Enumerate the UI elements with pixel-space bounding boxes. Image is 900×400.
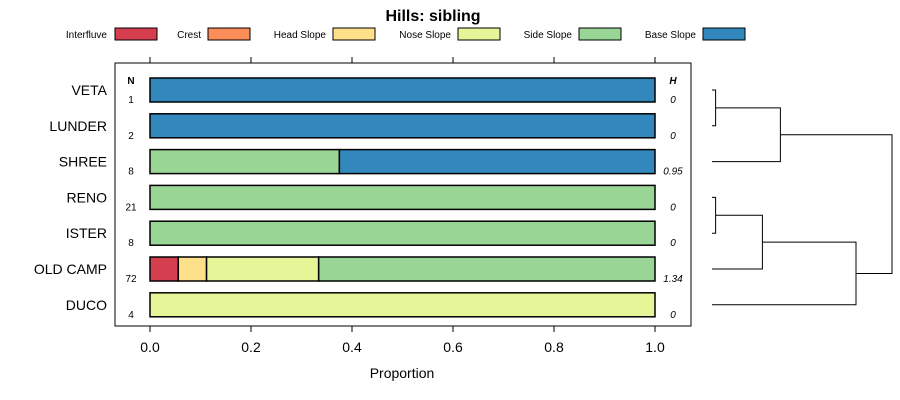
- plot-frame: [114, 62, 692, 327]
- h-value: 0: [670, 202, 676, 213]
- n-value: 4: [128, 310, 134, 321]
- legend-label-base-slope: Base Slope: [645, 30, 697, 41]
- legend-label-interfluve: Interfluve: [66, 30, 108, 41]
- dendrogram-link: [712, 241, 857, 306]
- x-tick-label: 0.2: [241, 339, 261, 355]
- row-label: LUNDER: [49, 118, 107, 134]
- h-column-header: H: [669, 76, 677, 87]
- row-label: VETA: [71, 82, 107, 98]
- h-value: 0: [670, 238, 676, 249]
- legend-swatch-interfluve: [114, 27, 158, 41]
- n-column-header: N: [127, 76, 134, 87]
- legend-swatch-head-slope: [332, 27, 376, 41]
- dendrogram-link: [712, 107, 781, 163]
- bar-segment-base-slope: [338, 148, 656, 175]
- h-value: 0: [670, 310, 676, 321]
- row-shree: SHREE 8 0.95: [59, 148, 683, 178]
- h-value: 1.34: [663, 274, 683, 285]
- dendrogram: [712, 89, 893, 306]
- n-value: 72: [125, 274, 137, 285]
- legend-swatch-nose-slope: [457, 27, 501, 41]
- n-value: 21: [125, 202, 137, 213]
- bar-segment-base-slope: [149, 113, 656, 139]
- legend-swatch-crest: [207, 27, 251, 41]
- n-value: 1: [128, 95, 134, 106]
- dendrogram-link: [712, 89, 717, 127]
- x-axis-label: Proportion: [370, 365, 435, 381]
- bar-segment-base-slope: [149, 77, 656, 103]
- row-label: RENO: [67, 189, 108, 205]
- bar-segment-nose-slope: [149, 292, 656, 318]
- bar-rows: VETA 1 0 LUNDER 2 0 SHREE 8 0.95 RENO 21 0 ISTER 8 0 OL…: [34, 77, 683, 321]
- h-value: 0.95: [663, 167, 683, 178]
- dendrogram-link: [712, 196, 717, 234]
- legend-label-crest: Crest: [177, 30, 201, 41]
- n-value: 8: [128, 238, 134, 249]
- row-reno: RENO 21 0: [67, 184, 676, 213]
- legend-label-side-slope: Side Slope: [524, 30, 573, 41]
- n-value: 2: [128, 131, 134, 142]
- row-lunder: LUNDER 2 0: [49, 113, 676, 142]
- x-tick-label: 0.8: [544, 339, 564, 355]
- h-value: 0: [670, 131, 676, 142]
- legend-swatch-base-slope: [702, 27, 746, 41]
- h-value: 0: [670, 95, 676, 106]
- legend-label-nose-slope: Nose Slope: [399, 30, 451, 41]
- n-value: 8: [128, 167, 134, 178]
- x-tick-label: 1.0: [645, 339, 665, 355]
- bar-segment-side-slope: [149, 184, 656, 211]
- legend-label-head-slope: Head Slope: [274, 30, 327, 41]
- row-label: ISTER: [66, 225, 107, 241]
- row-label: DUCO: [66, 297, 107, 313]
- bar-segment-interfluve: [149, 256, 180, 282]
- bar-segment-side-slope: [149, 220, 656, 246]
- x-tick-label: 0.6: [443, 339, 463, 355]
- x-tick-label: 0.0: [140, 339, 160, 355]
- bar-segment-side-slope: [317, 256, 656, 282]
- row-ister: ISTER 8 0: [66, 220, 676, 249]
- bar-segment-side-slope: [149, 148, 341, 175]
- legend-swatch-side-slope: [578, 27, 622, 41]
- x-axis: 0.0 0.2 0.4 0.6 0.8 1.0: [140, 326, 665, 355]
- bar-segment-head-slope: [177, 256, 208, 282]
- legend: Interfluve Crest Head Slope Nose Slope Side …: [66, 27, 746, 41]
- top-ticks: [149, 57, 656, 63]
- dendrogram-link: [780, 134, 893, 274]
- chart-title: Hills: sibling: [385, 8, 480, 25]
- row-label: OLD CAMP: [34, 261, 107, 277]
- dendrogram-link: [712, 214, 763, 270]
- row-duco: DUCO 4 0: [66, 292, 676, 321]
- bar-segment-nose-slope: [205, 256, 320, 282]
- x-tick-label: 0.4: [342, 339, 362, 355]
- row-old-camp: OLD CAMP 72 1.34: [34, 256, 683, 285]
- row-veta: VETA 1 0: [71, 77, 676, 106]
- row-label: SHREE: [59, 154, 107, 170]
